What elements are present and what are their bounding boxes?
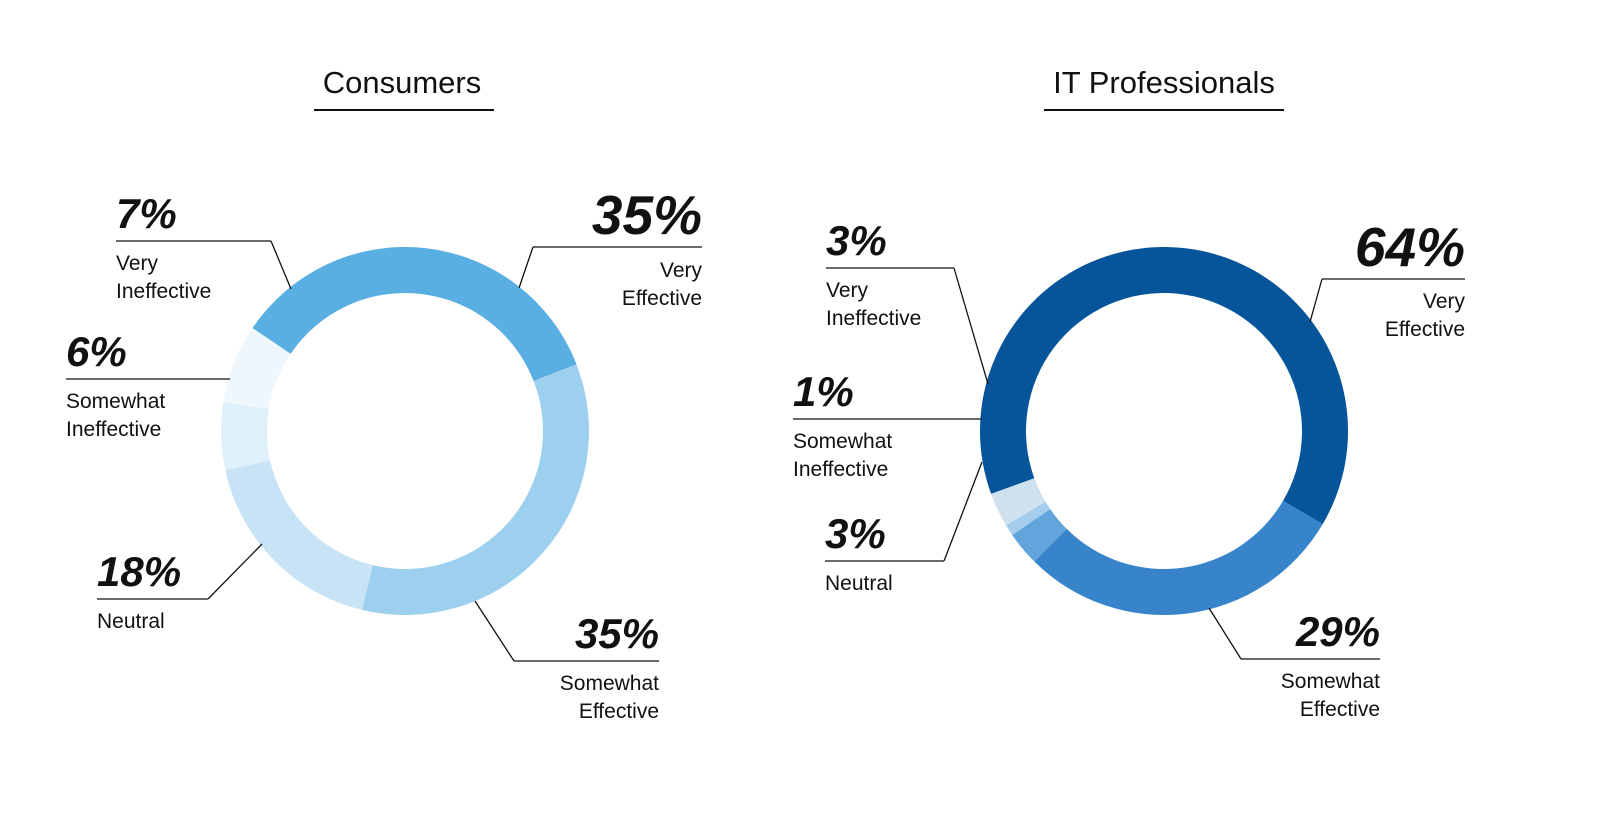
leader-line — [474, 600, 515, 662]
segment-label-somewhat-effective: 35% Somewhat Effective — [474, 600, 659, 723]
category-label: Somewhat — [560, 672, 659, 695]
category-label: Effective — [579, 700, 659, 723]
leader-line — [943, 461, 983, 562]
percent-label: 3% — [825, 510, 886, 557]
category-label: Ineffective — [793, 458, 888, 481]
chart-title: IT Professionals — [1053, 65, 1275, 100]
category-label: Very — [660, 259, 703, 282]
donut-segment-very-ineffective — [991, 478, 1046, 526]
leader-line — [1208, 607, 1242, 660]
category-label: Somewhat — [793, 430, 892, 453]
percent-label: 35% — [592, 184, 702, 246]
donut-segment-neutral — [1012, 508, 1067, 562]
category-label: Very — [116, 252, 159, 275]
percent-label: 3% — [826, 217, 887, 264]
percent-label: 18% — [97, 548, 181, 595]
segment-label-very-effective: 35% Very Effective — [518, 184, 703, 310]
category-label: Effective — [1385, 318, 1465, 341]
category-label: Somewhat — [1281, 670, 1380, 693]
category-label: Neutral — [97, 610, 165, 633]
percent-label: 1% — [793, 368, 854, 415]
segment-label-somewhat-ineffective: 6% Somewhat Ineffective — [66, 328, 230, 441]
segment-label-neutral: 18% Neutral — [97, 543, 263, 633]
category-label: Ineffective — [66, 418, 161, 441]
donut-segment-neutral — [225, 460, 373, 610]
segment-label-very-ineffective: 7% Very Ineffective — [116, 190, 292, 303]
segment-label-very-ineffective: 3% Very Ineffective — [826, 217, 989, 385]
category-label: Somewhat — [66, 390, 165, 413]
segment-label-very-effective: 64% Very Effective — [1309, 216, 1466, 341]
percent-label: 64% — [1355, 216, 1465, 278]
segment-label-somewhat-effective: 29% Somewhat Effective — [1208, 607, 1380, 721]
donut-segment-somewhat-ineffective — [1005, 501, 1051, 535]
it-professionals-chart: IT Professionals 64% Very Effective 29% Somew… — [793, 65, 1465, 721]
percent-label: 35% — [575, 610, 659, 657]
leader-line — [518, 246, 534, 289]
category-label: Effective — [622, 287, 702, 310]
percent-label: 29% — [1295, 608, 1380, 655]
category-label: Neutral — [825, 572, 893, 595]
category-label: Ineffective — [116, 280, 211, 303]
category-label: Very — [826, 279, 869, 302]
donut-segment-very-effective — [980, 246, 1349, 525]
donut-segment-very-effective — [252, 247, 577, 381]
leader-line — [207, 543, 263, 600]
category-label: Effective — [1300, 698, 1380, 721]
consumers-chart: Consumers 35% Very Effective 35% Somewhat Effe… — [66, 65, 702, 723]
category-label: Ineffective — [826, 307, 921, 330]
donut-segment-somewhat-effective — [362, 364, 589, 615]
percent-label: 7% — [116, 190, 177, 237]
leader-line — [1309, 278, 1323, 323]
donut-segment-very-ineffective — [223, 328, 291, 410]
segment-label-neutral: 3% Neutral — [825, 461, 983, 595]
leader-line — [270, 240, 292, 290]
donut-segment-somewhat-ineffective — [221, 402, 271, 471]
leader-line — [953, 267, 989, 385]
donut-segment-somewhat-effective — [1034, 500, 1323, 615]
segment-label-somewhat-ineffective: 1% Somewhat Ineffective — [793, 368, 982, 481]
chart-title: Consumers — [323, 65, 482, 100]
percent-label: 6% — [66, 328, 127, 375]
category-label: Very — [1423, 290, 1466, 313]
